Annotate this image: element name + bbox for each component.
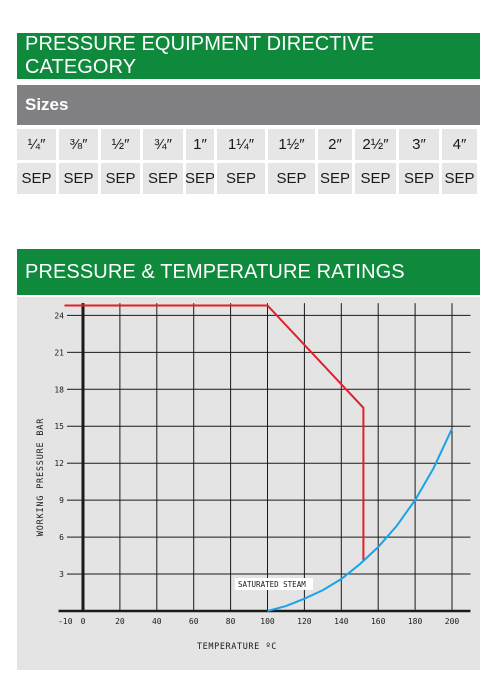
- size-cell: 1″: [186, 129, 214, 160]
- x-tick-label: 140: [334, 617, 349, 626]
- y-tick-label: 3: [59, 570, 64, 579]
- size-cell: ½″: [101, 129, 140, 160]
- y-tick-label: 9: [59, 496, 64, 505]
- size-cell: ⅜″: [59, 129, 98, 160]
- category-cell: SEP: [17, 163, 56, 194]
- directive-category-banner: PRESSURE EQUIPMENT DIRECTIVE CATEGORY: [17, 33, 480, 79]
- size-cell: 2″: [318, 129, 352, 160]
- x-tick-label: 20: [115, 617, 125, 626]
- categories-row: SEP SEP SEP SEP SEP SEP SEP SEP SEP SEP SEP: [17, 163, 480, 194]
- size-cell: ¾″: [143, 129, 183, 160]
- x-tick-label: 60: [189, 617, 199, 626]
- category-cell: SEP: [59, 163, 98, 194]
- y-axis-label: WORKING PRESSURE BAR: [36, 418, 46, 536]
- saturated-steam-label: SATURATED STEAM: [238, 580, 306, 589]
- category-cell: SEP: [143, 163, 183, 194]
- category-cell: SEP: [101, 163, 140, 194]
- category-cell: SEP: [399, 163, 439, 194]
- pressure-temperature-chart-panel: 3 6 9 12 15 18 21 24 -10 0 20 40 60 80 100 120 140 160 180…: [17, 297, 480, 670]
- category-cell: SEP: [268, 163, 315, 194]
- category-cell: SEP: [217, 163, 265, 194]
- category-cell: SEP: [185, 163, 215, 194]
- y-tick-label: 6: [59, 533, 64, 542]
- size-cell: 4″: [442, 129, 477, 160]
- pressure-temperature-rating-line: [64, 304, 365, 562]
- directive-category-title: PRESSURE EQUIPMENT DIRECTIVE CATEGORY: [25, 33, 375, 78]
- y-tick-label: 18: [54, 385, 64, 394]
- x-tick-label: 180: [408, 617, 423, 626]
- pressure-temperature-chart: 3 6 9 12 15 18 21 24 -10 0 20 40 60 80 100 120 140 160 180…: [36, 303, 471, 652]
- category-cell: SEP: [318, 163, 352, 194]
- sizes-row: ¼″ ⅜″ ½″ ¾″ 1″ 1¼″ 1½″ 2″ 2½″ 3″ 4″: [17, 129, 480, 160]
- size-cell: 1¼″: [217, 129, 265, 160]
- y-tick-label: 21: [54, 348, 64, 357]
- x-tick-label: 0: [81, 617, 86, 626]
- x-tick-label: 40: [152, 617, 162, 626]
- sizes-header: Sizes: [17, 85, 480, 125]
- sizes-label: Sizes: [25, 95, 69, 114]
- size-cell: ¼″: [17, 129, 56, 160]
- category-cell: SEP: [442, 163, 477, 194]
- x-tick-label: 100: [260, 617, 275, 626]
- y-tick-label: 12: [54, 459, 64, 468]
- size-cell: 3″: [399, 129, 439, 160]
- size-cell: 2½″: [355, 129, 396, 160]
- x-tick-label: 120: [297, 617, 312, 626]
- x-tick-label: -10: [58, 617, 73, 626]
- x-tick-label: 160: [371, 617, 386, 626]
- x-tick-label: 200: [445, 617, 460, 626]
- ratings-banner: PRESSURE & TEMPERATURE RATINGS: [17, 249, 480, 295]
- x-tick-label: 80: [226, 617, 236, 626]
- y-tick-label: 15: [54, 422, 64, 431]
- saturated-steam-curve-line: [267, 428, 453, 612]
- ratings-title: PRESSURE & TEMPERATURE RATINGS: [25, 260, 405, 283]
- x-axis-label: TEMPERATURE ºC: [197, 642, 277, 652]
- saturated-steam-label-box: [235, 578, 313, 590]
- size-cell: 1½″: [268, 129, 315, 160]
- y-tick-label: 24: [54, 311, 64, 320]
- category-cell: SEP: [355, 163, 396, 194]
- size-category-table: ¼″ ⅜″ ½″ ¾″ 1″ 1¼″ 1½″ 2″ 2½″ 3″ 4″ SEP SEP SEP SEP SE…: [17, 129, 480, 197]
